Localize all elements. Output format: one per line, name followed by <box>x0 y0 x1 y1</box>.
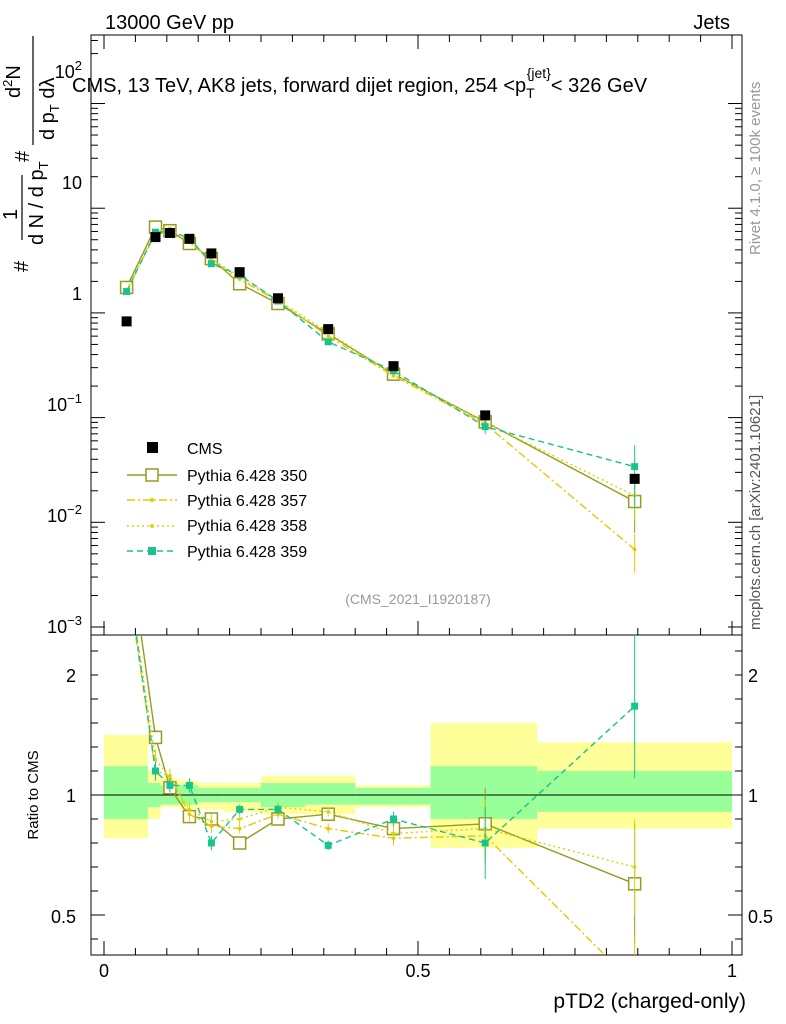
x-tick-label: 0.5 <box>405 961 430 981</box>
ratio-point <box>631 702 639 710</box>
main-y-axis-label: # 1 d N / d pT # d2N d pT dλ <box>0 36 62 272</box>
y-tick-label: 10−2 <box>47 502 82 526</box>
y-tick-label: 10 <box>62 173 82 193</box>
ratio-point <box>390 815 398 823</box>
cms-point <box>272 293 283 304</box>
cms-point <box>388 361 399 372</box>
ratio-point <box>207 839 215 847</box>
ratio-point <box>232 836 247 850</box>
x-tick-label: 1 <box>727 961 737 981</box>
y-tick-label: 1 <box>66 786 76 806</box>
y-tick-label: 1 <box>72 284 82 304</box>
ratio-series-line <box>136 635 635 868</box>
ratio-point <box>209 819 214 824</box>
main-point <box>324 338 332 346</box>
mcplots-text: mcplots.cern.ch [arXiv:2401.10621] <box>747 395 764 630</box>
legend-label-357: Pythia 6.428 357 <box>187 493 307 510</box>
ratio-point <box>481 839 489 847</box>
cms-point <box>150 232 161 243</box>
main-point <box>481 423 489 431</box>
main-point <box>207 260 215 268</box>
cms-point <box>234 267 245 278</box>
cms-data-points <box>121 227 640 484</box>
y-axis-label-frac1: # <box>11 260 33 272</box>
cms-point <box>164 227 175 238</box>
header-right: Jets <box>693 12 730 34</box>
ratio-point <box>236 805 244 813</box>
y-tick-label: 0.5 <box>51 907 76 927</box>
header-left: 13000 GeV pp <box>105 12 234 34</box>
ratio-y-axis-label: Ratio to CMS <box>25 750 42 839</box>
y-tick-label-right: 2 <box>748 666 758 686</box>
cms-point <box>206 248 217 259</box>
y-tick-label-right: 0.5 <box>748 907 773 927</box>
legend-label-358: Pythia 6.428 358 <box>187 518 307 535</box>
y-tick-labels-ratio: 2 1 0.5 2 1 0.5 <box>51 666 773 927</box>
analysis-id: (CMS_2021_I1920187) <box>345 591 491 607</box>
ratio-band-inner <box>304 783 356 805</box>
legend-label-350: Pythia 6.428 350 <box>187 468 307 485</box>
main-point <box>632 547 637 552</box>
x-tick-labels: 0 0.5 1 <box>99 961 737 981</box>
ratio-point <box>326 826 330 831</box>
legend-marker-357 <box>150 498 154 502</box>
ratio-point <box>326 810 330 814</box>
legend-marker-350 <box>145 468 159 482</box>
legend: CMS Pythia 6.428 350 Pythia 6.428 357 Py… <box>127 441 307 561</box>
ratio-point <box>185 781 193 789</box>
rivet-version-text: Rivet 4.1.0, ≥ 100k events <box>747 82 764 255</box>
ratio-point <box>632 865 637 869</box>
main-point <box>326 334 330 338</box>
ratio-band-inner <box>355 787 431 805</box>
cms-point <box>480 410 491 421</box>
ratio-point <box>391 831 396 836</box>
ratio-band-inner <box>430 766 538 819</box>
main-point <box>631 463 639 471</box>
ratio-point <box>166 781 174 789</box>
ratio-point <box>237 826 242 831</box>
ratio-point <box>237 817 242 821</box>
y-tick-label: 2 <box>66 666 76 686</box>
x-tick-label: 0 <box>99 961 109 981</box>
ratio-point <box>187 807 192 812</box>
y-tick-labels-main: 10−3 10−2 10−1 1 10 102 <box>47 58 82 637</box>
ratio-point <box>324 841 332 849</box>
cms-point <box>184 233 195 244</box>
legend-label-cms: CMS <box>187 441 223 458</box>
axis-ticks <box>91 35 742 955</box>
cms-point <box>323 324 334 335</box>
ratio-band-inner <box>104 766 148 819</box>
y-tick-label-right: 1 <box>748 786 758 806</box>
legend-marker-cms <box>147 442 158 453</box>
y-axis-label-frac2: # <box>12 150 34 162</box>
ratio-point <box>274 805 282 813</box>
legend-label-359: Pythia 6.428 359 <box>187 544 307 561</box>
ratio-point <box>151 767 159 775</box>
legend-marker-359 <box>148 547 156 555</box>
cms-point <box>121 316 132 327</box>
cms-point <box>629 473 640 484</box>
x-axis-label: pTD2 (charged-only) <box>553 990 746 1013</box>
main-point <box>123 288 131 296</box>
legend-marker-358 <box>150 524 154 528</box>
y-axis-label-frac1: d N / d pT <box>26 161 51 245</box>
ratio-series <box>134 635 642 955</box>
y-axis-label-frac1: 1 <box>0 209 22 220</box>
